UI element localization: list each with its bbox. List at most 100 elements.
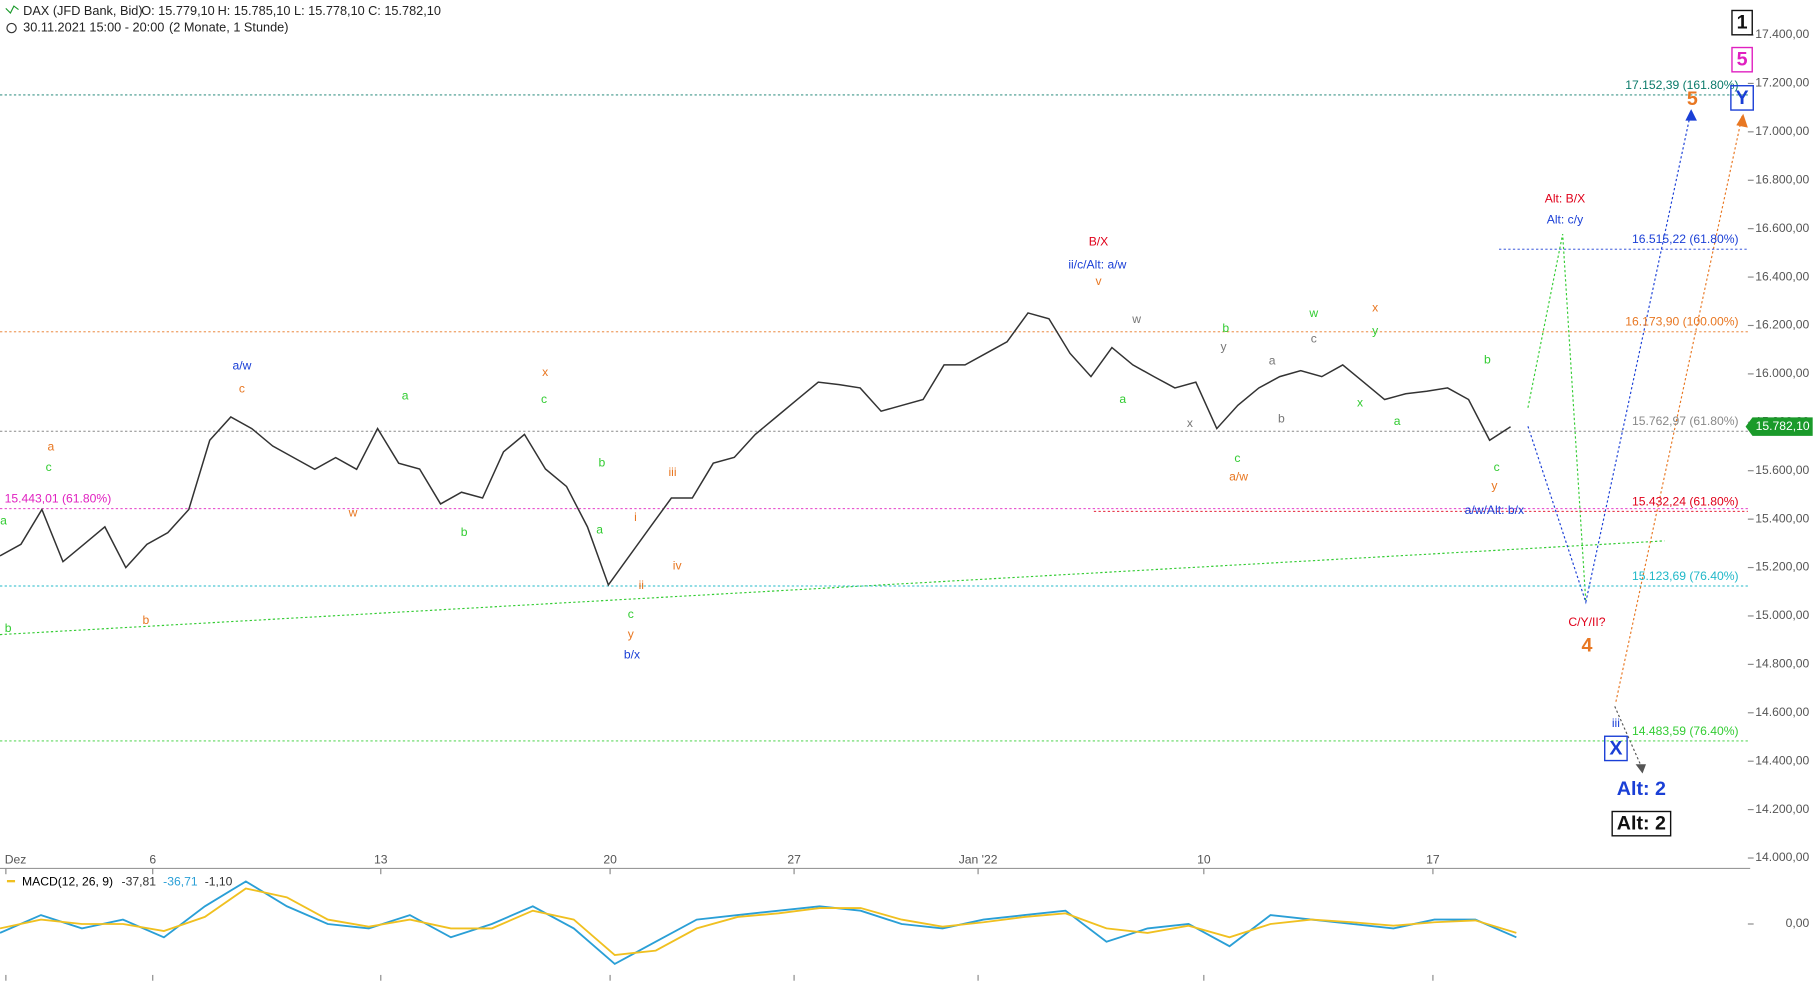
trend-line <box>0 540 1665 636</box>
wave-label: c <box>46 460 52 474</box>
ohlc: C: 15.782,10 <box>368 3 441 18</box>
wave-label: a/w <box>232 358 251 372</box>
wave-label: y <box>1491 479 1498 493</box>
y-tick-label: 16.800,00 <box>1755 172 1809 186</box>
macd-readout: -37,81 <box>122 875 157 889</box>
wave-label: Alt: c/y <box>1547 212 1584 226</box>
wave-label: y <box>1372 324 1379 338</box>
projection <box>1614 706 1642 767</box>
range: (2 Monate, 1 Stunde) <box>169 19 289 34</box>
y-tick-label: 14.000,00 <box>1755 850 1809 864</box>
y-tick-label: 17.200,00 <box>1755 76 1809 90</box>
wave-label: 5 <box>1687 88 1698 110</box>
wave-label: Alt: 2 <box>1617 813 1666 835</box>
y-tick-label: 15.600,00 <box>1755 463 1809 477</box>
projection <box>1527 115 1691 605</box>
last-price-box <box>1745 417 1813 436</box>
icon <box>5 5 19 14</box>
wave-label: a <box>48 439 55 453</box>
macd-label: MACD(12, 26, 9) <box>22 875 113 889</box>
wave-label: ii <box>639 578 644 592</box>
x-tick-label: 20 <box>603 853 617 867</box>
ohlc: O: 15.779,10 <box>141 3 215 18</box>
wave-label: C/Y/II? <box>1568 615 1605 629</box>
wave-label: c <box>239 381 245 395</box>
wave-label: x <box>1357 395 1363 409</box>
ohlc: H: 15.785,10 <box>218 3 291 18</box>
level-label: 14.483,59 (76.40%) <box>1632 724 1739 738</box>
y-tick-label: 14.800,00 <box>1755 657 1809 671</box>
wave-label: a/w/Alt: b/x <box>1465 503 1524 517</box>
wave-label: b <box>1278 412 1285 426</box>
wave-label: 1 <box>1737 12 1748 34</box>
x-tick-label: 13 <box>374 853 388 867</box>
level-label: 16.515,22 (61.80%) <box>1632 232 1739 246</box>
y-tick-label: 16.000,00 <box>1755 366 1809 380</box>
wave-label: y <box>628 627 635 641</box>
level-label: 15.432,24 (61.80%) <box>1632 494 1739 508</box>
period: 30.11.2021 15:00 - 20:00 <box>23 19 164 34</box>
wave-label: Y <box>1736 87 1749 109</box>
x-tick-label: Jan '22 <box>959 853 998 867</box>
level-label: 15.762,97 (61.80%) <box>1632 414 1739 428</box>
label-box <box>1611 810 1672 837</box>
wave-label: a <box>402 388 409 402</box>
wave-label: b <box>1484 352 1491 366</box>
y-tick-label: 15.000,00 <box>1755 608 1809 622</box>
wave-label: iii <box>1612 716 1620 730</box>
arrow <box>1685 109 1697 121</box>
wave-label: Alt: B/X <box>1545 192 1585 206</box>
wave-label: 5 <box>1737 49 1748 71</box>
title: DAX (JFD Bank, Bid) <box>23 3 142 18</box>
wave-label: y <box>1220 340 1227 354</box>
wave-label: c <box>1234 451 1240 465</box>
wave-label: b <box>599 456 606 470</box>
level-label: 17.152,39 (161.80%) <box>1625 78 1738 92</box>
wave-label: i <box>634 510 637 524</box>
wave-label: a <box>1394 414 1401 428</box>
price-line <box>0 880 1517 966</box>
x-tick-label: 17 <box>1426 853 1440 867</box>
x-tick-label: 6 <box>149 853 156 867</box>
y-tick-label: 14.200,00 <box>1755 802 1809 816</box>
wave-label: iii <box>668 465 676 479</box>
wave-label: x <box>542 365 548 379</box>
label-box <box>1730 85 1754 111</box>
x-tick-label: Dez <box>5 853 27 867</box>
y-tick-label: 14.400,00 <box>1755 753 1809 767</box>
wave-label: v <box>1095 274 1102 288</box>
wave-label: a/w <box>1229 469 1248 483</box>
y-tick-label: 15.400,00 <box>1755 511 1809 525</box>
wave-label: x <box>1187 416 1193 430</box>
macd-readout: -36,71 <box>163 875 198 889</box>
wave-label: w <box>348 505 358 519</box>
y-tick-label: 14.600,00 <box>1755 705 1809 719</box>
level-label: 15.123,69 (76.40%) <box>1632 569 1739 583</box>
macd-readout: -1,10 <box>205 875 233 889</box>
arrow <box>1736 113 1748 128</box>
y-tick-label: 16.400,00 <box>1755 269 1809 283</box>
wave-label: X <box>1609 737 1622 759</box>
level-label: 16.173,90 (100.00%) <box>1625 315 1738 329</box>
ohlc: L: 15.778,10 <box>294 3 365 18</box>
last-price-label: 15.782,10 <box>1756 419 1810 433</box>
clock-icon <box>6 22 17 34</box>
wave-label: w <box>1131 312 1141 326</box>
wave-label: b <box>142 613 149 627</box>
projection <box>1527 233 1587 603</box>
wave-label: iv <box>673 559 683 573</box>
wave-label: c <box>1494 460 1500 474</box>
wave-label: a <box>0 513 7 527</box>
wave-label: c <box>1311 332 1317 346</box>
level-label: 15.443,01 (61.80%) <box>5 492 112 506</box>
wave-label: b/x <box>624 648 640 662</box>
arrow <box>1635 764 1647 774</box>
price-line <box>0 887 1517 956</box>
wave-label: Alt: 2 <box>1617 778 1666 800</box>
wave-label: a <box>596 523 603 537</box>
macd-swatch <box>6 880 16 883</box>
y-tick-label: 17.400,00 <box>1755 27 1809 41</box>
label-box <box>1731 9 1753 36</box>
